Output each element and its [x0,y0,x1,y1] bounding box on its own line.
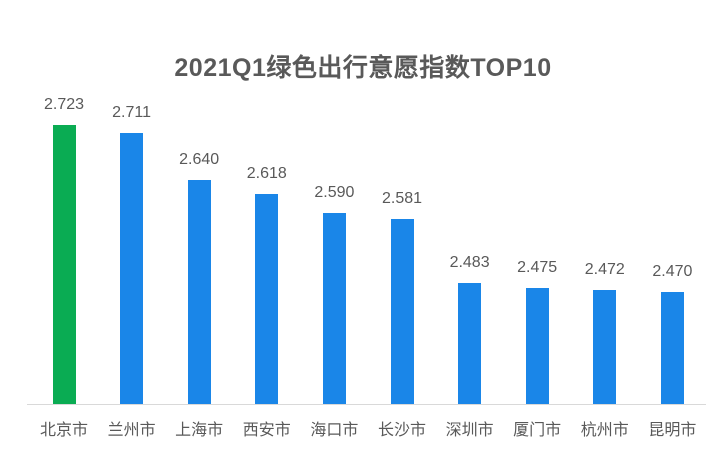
bar [390,219,414,404]
x-axis-label: 厦门市 [513,422,562,439]
bar-value-label: 2.711 [112,104,152,121]
x-axis-label: 上海市 [175,422,224,439]
bar [525,288,549,404]
bar [120,133,144,404]
bar [255,194,279,404]
x-axis-label: 深圳市 [445,422,494,439]
bar-value-label: 2.470 [652,263,693,280]
x-axis-label: 西安市 [242,422,291,439]
x-axis-label: 北京市 [39,422,88,439]
bar-value-label: 2.581 [381,190,423,207]
x-axis-label: 杭州市 [580,422,629,439]
bar-value-label: 2.472 [584,261,625,278]
x-axis-label: 长沙市 [377,422,426,439]
bar [52,125,76,404]
x-axis-label: 昆明市 [648,422,697,439]
bar [660,292,684,404]
x-axis-line [27,404,706,405]
bar-value-label: 2.640 [179,151,220,168]
chart-title: 2021Q1绿色出行意愿指数TOP10 [174,54,552,82]
bar [593,290,617,404]
bar-value-label: 2.618 [246,165,287,182]
bar [458,283,482,404]
bar-value-label: 2.590 [314,184,355,201]
bar [187,180,211,404]
bar [322,213,346,404]
x-axis-label: 海口市 [310,422,359,439]
bar-value-label: 2.723 [43,96,85,113]
bar-value-label: 2.483 [449,254,490,271]
bar-value-label: 2.475 [517,259,558,276]
x-axis-label: 兰州市 [107,422,156,439]
